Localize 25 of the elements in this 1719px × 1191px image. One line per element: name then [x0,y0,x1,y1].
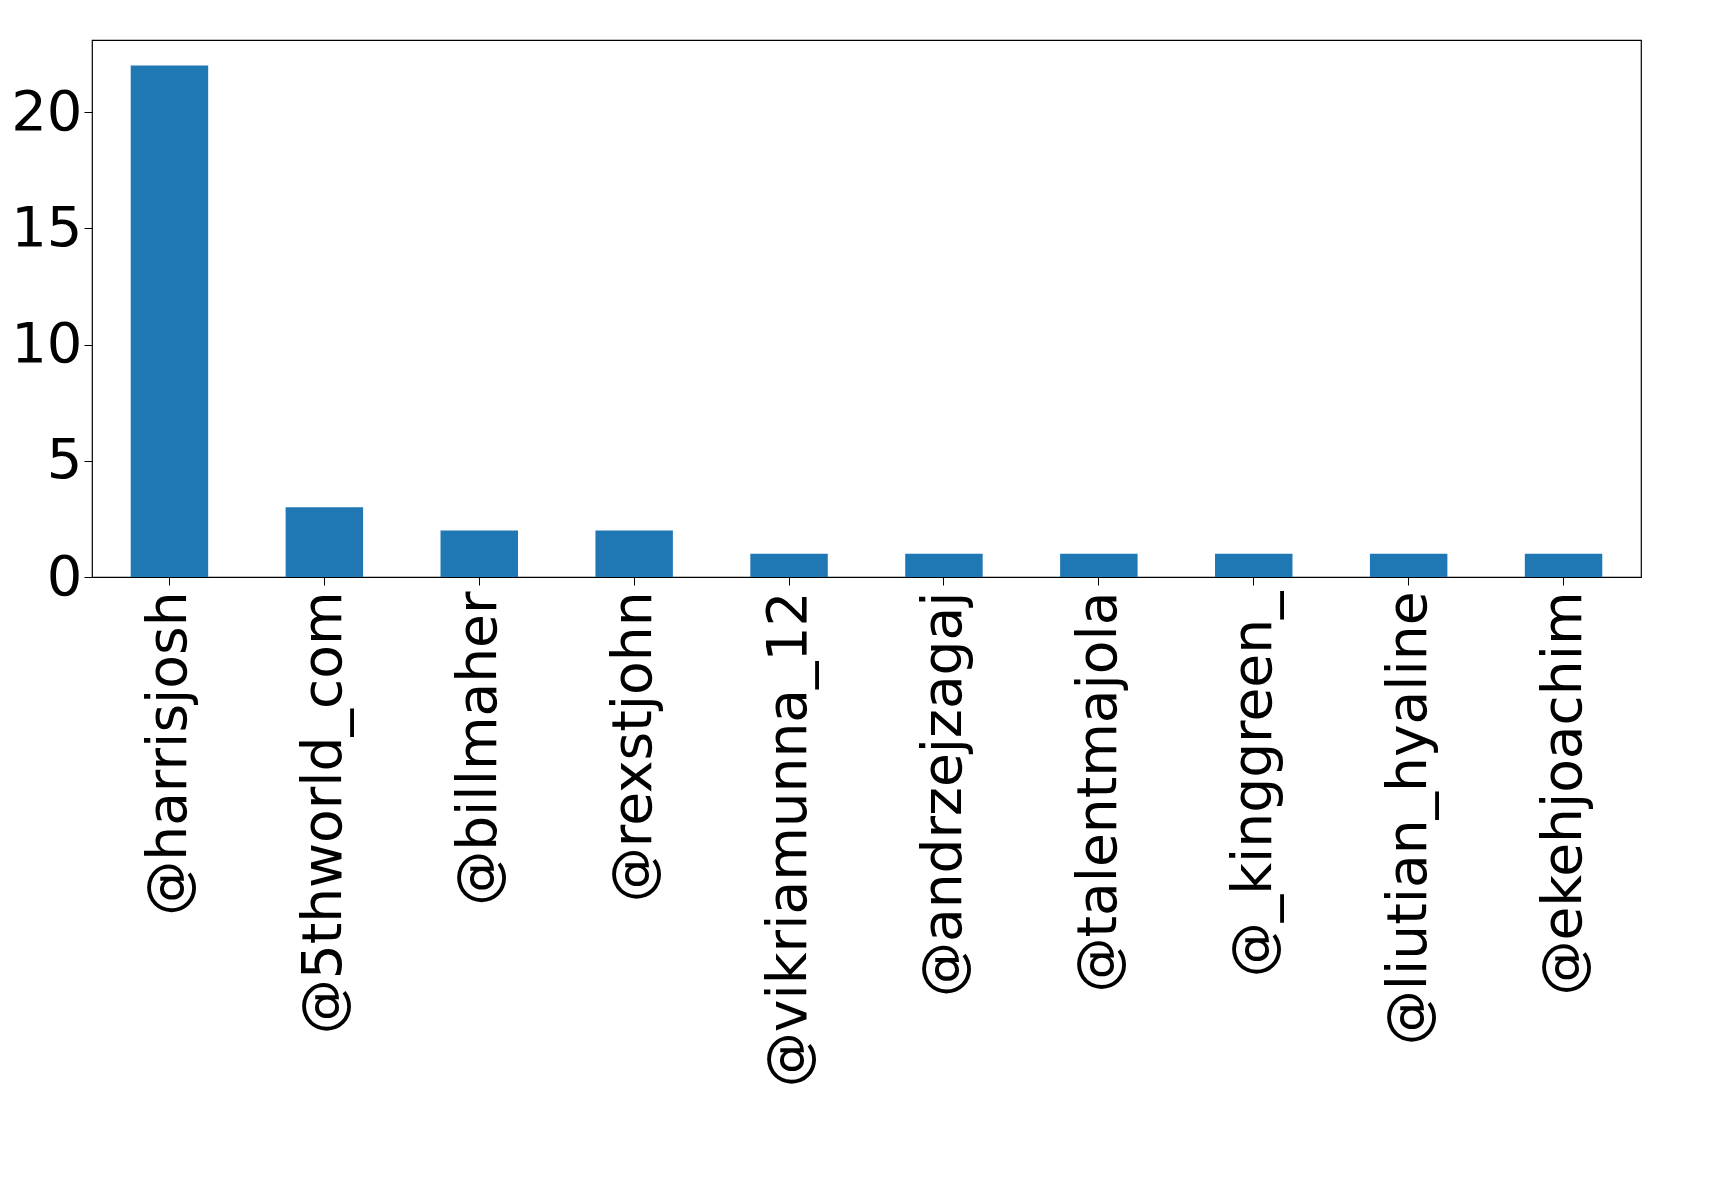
y-tick-label: 5 [46,426,83,492]
x-tick-label: @andrzejzagaj [909,591,974,998]
y-tick-label: 15 [11,193,83,259]
x-tick-label: @5thworld_com [290,591,355,1035]
x-tick-label: @vikriamunna_12 [755,591,820,1088]
bar [285,507,364,577]
bar [1524,553,1603,577]
x-tick-label: @harrisjosh [135,591,200,916]
x-tick-label: @talentmajola [1064,591,1129,993]
bar [595,530,673,577]
y-tick-label: 10 [11,310,83,376]
x-tick-label: @billmaher [445,591,510,906]
x-tick-label: @_kinggreen_ [1219,590,1284,978]
x-tick-label: @rexstjohn [600,591,665,903]
bar [1215,553,1293,577]
bar [1060,553,1138,577]
bar [130,65,209,577]
bar [750,553,828,577]
y-tick-label: 20 [11,77,83,143]
x-tick-label: @ekehjoachim [1529,591,1594,996]
bar [1369,553,1448,577]
y-tick-label: 0 [46,542,83,608]
x-tick-label: @liutian_hyaline [1374,591,1439,1046]
bar [905,553,983,577]
bar [440,530,518,577]
